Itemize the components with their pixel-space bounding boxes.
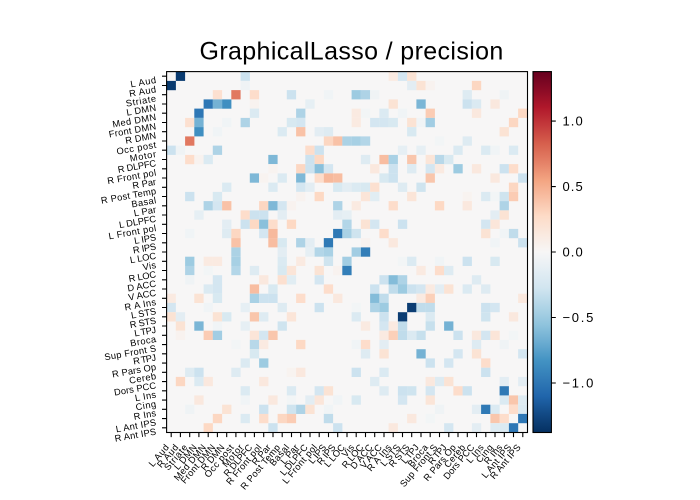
svg-text:−1.0: −1.0 [563, 375, 594, 390]
svg-text:R Ins: R Ins [133, 408, 157, 422]
svg-text:R Aud: R Aud [128, 84, 157, 99]
svg-text:L STS: L STS [130, 306, 157, 320]
svg-text:L Par: L Par [133, 205, 157, 219]
svg-text:V ACC: V ACC [127, 288, 157, 303]
svg-text:L TPJ: L TPJ [134, 325, 157, 339]
svg-text:R STS: R STS [129, 316, 157, 330]
svg-text:R TPJ: R TPJ [132, 353, 156, 367]
svg-text:Basal: Basal [131, 195, 157, 209]
svg-text:0.5: 0.5 [563, 179, 583, 194]
svg-text:L Ins: L Ins [134, 390, 157, 404]
svg-text:0.0: 0.0 [563, 244, 583, 259]
svg-text:R Par: R Par [132, 177, 157, 191]
svg-text:GraphicalLasso / precision: GraphicalLasso / precision [200, 38, 504, 66]
svg-text:D ACC: D ACC [127, 279, 157, 294]
svg-text:L IPS: L IPS [133, 232, 157, 246]
svg-text:R IPS: R IPS [132, 242, 157, 256]
svg-text:Broca: Broca [129, 334, 157, 349]
svg-text:1.0: 1.0 [563, 114, 583, 129]
svg-text:L Aud: L Aud [130, 75, 157, 89]
svg-text:Cereb: Cereb [128, 371, 156, 386]
svg-text:Motor: Motor [129, 149, 157, 163]
svg-text:R LOC: R LOC [128, 269, 157, 284]
svg-text:Cing: Cing [135, 399, 157, 412]
svg-text:L LOC: L LOC [129, 251, 157, 265]
svg-text:Vis: Vis [142, 260, 157, 272]
svg-text:−0.5: −0.5 [563, 310, 594, 325]
